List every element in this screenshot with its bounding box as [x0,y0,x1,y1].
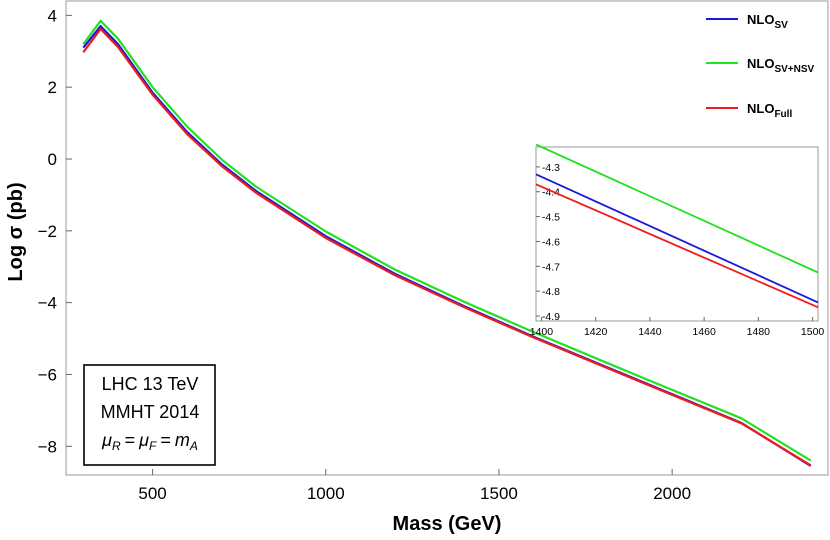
y-tick-label: −8 [38,437,57,456]
legend: NLOSV NLOSV+NSV NLOFull [706,12,815,120]
info-box: LHC 13 TeV MMHT 2014 μR = μF = mA [83,364,216,466]
inset-x-tick-label: 1500 [801,326,825,338]
inset-series [535,143,819,309]
y-axis-label: Log σ (pb) [5,182,27,281]
inset-y-tick-label: -4.6 [542,236,560,248]
inset-y-tick-label: -4.8 [542,286,560,298]
legend-entry-sv: NLOSV [706,12,788,31]
info-pdf-set: MMHT 2014 [101,402,200,422]
inset-line-full [535,183,819,309]
y-tick-label: −4 [38,294,57,313]
inset-x-tick-label: 1400 [530,326,554,338]
y-tick-label: 4 [48,6,57,25]
series-line-full [82,27,812,467]
inset-y-tick-label: -4.9 [542,311,560,323]
inset-x-tick-label: 1460 [692,326,716,338]
inset-line-sv-nsv [535,143,819,274]
y-tick-label: −6 [38,365,57,384]
inset-x-tick-label: 1440 [638,326,662,338]
legend-label-sv: NLOSV [747,12,788,31]
legend-entry-sv-nsv: NLOSV+NSV [706,56,815,75]
info-collider: LHC 13 TeV [102,374,199,394]
inset-line-sv [535,173,819,304]
inset-x-tick-label: 1420 [584,326,608,338]
main-axes: 500 1000 1500 2000 −8 −6 −4 −2 0 2 4 [38,6,691,503]
y-tick-label: 0 [48,150,57,169]
inset-chart: 1400 1420 1440 1460 1480 1500-4.3-4.4-4.5-4.6… [530,143,825,338]
x-tick-label: 500 [138,484,166,503]
legend-label-sv-nsv: NLOSV+NSV [747,56,815,75]
series-line-sv-nsv [82,19,812,462]
inset-y-tick-label: -4.3 [542,162,560,174]
legend-entry-full: NLOFull [706,101,792,120]
info-scale-choice: μR = μF = mA [101,430,198,453]
info-box-frame [83,364,216,466]
x-tick-label: 2000 [653,484,691,503]
y-tick-label: −2 [38,222,57,241]
y-tick-label: 2 [48,78,57,97]
main-series [82,19,812,467]
x-tick-label: 1000 [307,484,345,503]
inset-y-tick-label: -4.5 [542,212,560,224]
x-tick-label: 1500 [480,484,518,503]
inset-x-tick-label: 1480 [747,326,771,338]
inset-y-tick-label: -4.7 [542,261,560,273]
inset-frame [535,146,819,322]
legend-label-full: NLOFull [747,101,792,120]
plot-frame [65,0,829,476]
x-axis-label: Mass (GeV) [393,513,502,535]
